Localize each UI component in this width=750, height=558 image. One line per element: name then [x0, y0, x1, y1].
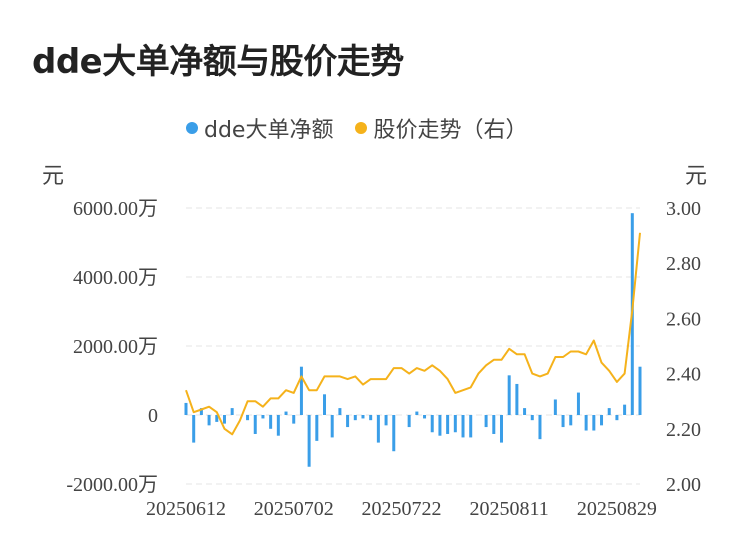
legend-label-dde: dde大单净额 [204, 118, 334, 143]
bar-31 [423, 415, 427, 419]
bar-19 [330, 415, 334, 438]
left-tick-label-3: 4000.00万 [73, 267, 158, 289]
x-tick-label-0: 20250612 [146, 498, 226, 520]
bar-27 [392, 415, 396, 452]
left-tick-label-0: -2000.00万 [66, 474, 158, 496]
bar-53 [592, 415, 596, 431]
bar-34 [446, 415, 450, 434]
bar-30 [415, 411, 419, 415]
bar-26 [384, 415, 388, 426]
right-axis-unit: 元 [685, 164, 708, 189]
bar-56 [615, 415, 619, 421]
bar-1 [192, 415, 196, 443]
bar-4 [215, 415, 219, 422]
legend-dot-line [355, 122, 368, 134]
bar-43 [515, 383, 519, 415]
bar-35 [453, 415, 457, 433]
bar-46 [538, 415, 542, 440]
x-tick-label-1: 20250702 [254, 498, 334, 520]
bar-15 [299, 366, 303, 415]
left-tick-label-2: 2000.00万 [73, 336, 158, 358]
left-tick-label-4: 6000.00万 [73, 198, 158, 220]
bar-54 [600, 415, 604, 426]
bar-6 [230, 408, 234, 415]
bar-0 [184, 402, 188, 415]
bar-3 [207, 415, 211, 426]
price-line [185, 232, 641, 436]
bar-42 [507, 375, 511, 415]
bar-55 [607, 408, 611, 415]
bar-23 [361, 415, 365, 419]
bar-25 [376, 415, 380, 443]
bar-29 [407, 415, 411, 428]
chart-title: dde大单净额与股价走势 [32, 42, 404, 82]
bar-18 [323, 394, 327, 415]
bar-17 [315, 415, 319, 441]
x-tick-label-3: 20250811 [470, 498, 549, 520]
bar-49 [561, 415, 565, 428]
bar-36 [461, 415, 465, 438]
bar-16 [307, 415, 311, 467]
right-tick-label-1: 2.20 [666, 419, 701, 441]
right-tick-label-2: 2.40 [666, 364, 701, 386]
bar-24 [369, 415, 373, 421]
bar-50 [569, 415, 573, 426]
bar-20 [338, 408, 342, 415]
legend-item-price[interactable]: 股价走势（右） [355, 112, 527, 144]
left-tick-label-1: 0 [148, 405, 158, 427]
legend-dot-bar [186, 122, 198, 134]
bar-10 [261, 415, 265, 419]
bar-52 [584, 415, 588, 431]
left-axis-unit: 元 [42, 164, 65, 189]
right-tick-label-0: 2.00 [666, 474, 701, 496]
bar-13 [284, 411, 288, 415]
right-tick-label-5: 3.00 [666, 198, 701, 220]
bar-9 [253, 415, 257, 434]
bar-48 [553, 399, 557, 415]
bar-40 [492, 415, 496, 434]
bar-11 [269, 415, 273, 429]
bar-39 [484, 415, 488, 428]
legend-label-price: 股价走势（右） [373, 118, 528, 143]
bar-5 [222, 415, 226, 424]
bar-2 [199, 408, 203, 415]
bar-57 [623, 404, 627, 415]
x-tick-label-2: 20250722 [361, 498, 441, 520]
legend: dde大单净额 股价走势（右） [186, 112, 549, 144]
bar-41 [499, 415, 503, 443]
bar-37 [469, 415, 473, 438]
bar-22 [353, 415, 357, 421]
bar-44 [523, 408, 527, 415]
bar-21 [346, 415, 350, 428]
bar-45 [530, 415, 534, 421]
x-tick-label-4: 20250829 [577, 498, 657, 520]
bar-32 [430, 415, 434, 433]
bar-33 [438, 415, 442, 436]
bar-59 [638, 366, 642, 415]
right-tick-label-4: 2.80 [666, 253, 701, 275]
bar-14 [292, 415, 296, 424]
right-tick-label-3: 2.60 [666, 308, 701, 330]
bar-51 [576, 392, 580, 415]
bar-8 [246, 415, 250, 421]
legend-item-dde[interactable]: dde大单净额 [186, 112, 333, 144]
bar-12 [276, 415, 280, 436]
